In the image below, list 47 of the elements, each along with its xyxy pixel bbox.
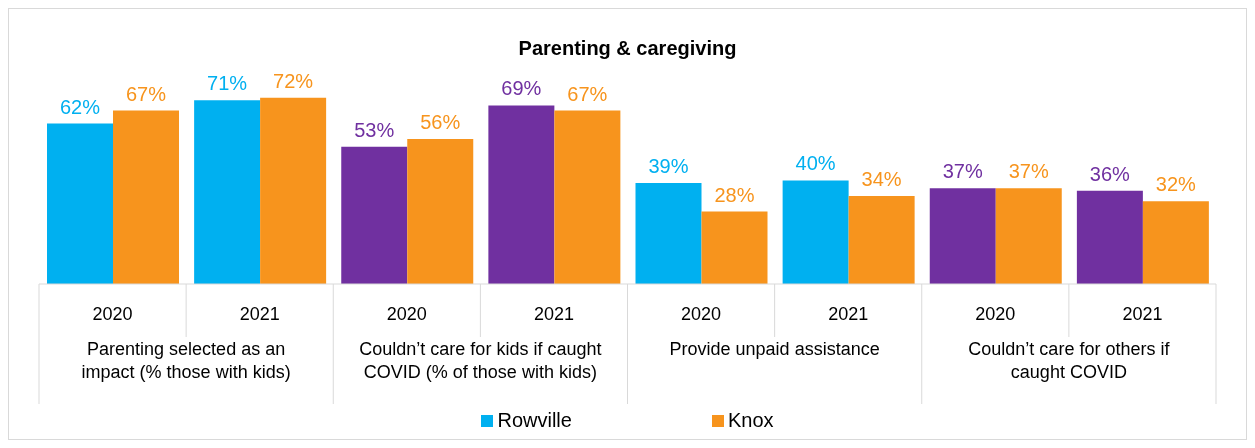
bar [113, 110, 179, 284]
bar [341, 146, 408, 284]
data-label: 36% [1089, 162, 1131, 185]
bar [782, 180, 849, 284]
text: Couldn’t care for others if caught COVID [967, 338, 1171, 384]
data-label: 34% [861, 167, 902, 190]
data-label: 56% [420, 111, 461, 134]
data-label: 53% [354, 118, 395, 141]
bar [701, 211, 768, 284]
x-tick-label: 2020 [386, 304, 427, 324]
data-label: 37% [1008, 160, 1049, 183]
bar [1142, 201, 1209, 284]
x-tick-label: 2020 [681, 304, 722, 324]
chart-title: Parenting & caregiving [517, 37, 738, 60]
data-label: 37% [942, 160, 983, 183]
data-label: 72% [273, 69, 314, 92]
data-label: 62% [59, 95, 101, 118]
data-label: 39% [648, 155, 689, 178]
data-label: 67% [125, 82, 167, 105]
data-label: 40% [795, 152, 836, 175]
text: Couldn’t care for kids if caught COVID (% of those with kids) [358, 338, 603, 384]
data-label: 32% [1155, 173, 1197, 196]
x-tick-label: 2020 [975, 304, 1016, 324]
text: Provide unpaid assistance [668, 338, 881, 361]
text: Parenting selected as an impact (% those with kids) [80, 338, 292, 384]
data-label: 67% [567, 82, 608, 105]
x-tick-label: 2021 [533, 304, 574, 324]
x-tick-label: 2021 [239, 304, 280, 324]
legend-label: Knox [727, 409, 774, 432]
x-tick-label: 2021 [1122, 304, 1163, 324]
bar [1076, 190, 1143, 284]
legend-label: Rowville [497, 409, 572, 432]
bar [260, 97, 327, 284]
bar [194, 100, 261, 284]
bar [407, 139, 474, 284]
bar [47, 123, 113, 284]
bar [488, 105, 555, 284]
bar [929, 188, 996, 284]
bar [848, 195, 915, 284]
data-label: 28% [714, 183, 755, 206]
data-label: 71% [207, 72, 248, 95]
x-tick-label: 2020 [92, 304, 133, 324]
bar [995, 188, 1062, 284]
bar [554, 110, 621, 284]
data-label: 69% [501, 77, 542, 100]
bar [635, 183, 702, 284]
x-tick-label: 2021 [828, 304, 869, 324]
